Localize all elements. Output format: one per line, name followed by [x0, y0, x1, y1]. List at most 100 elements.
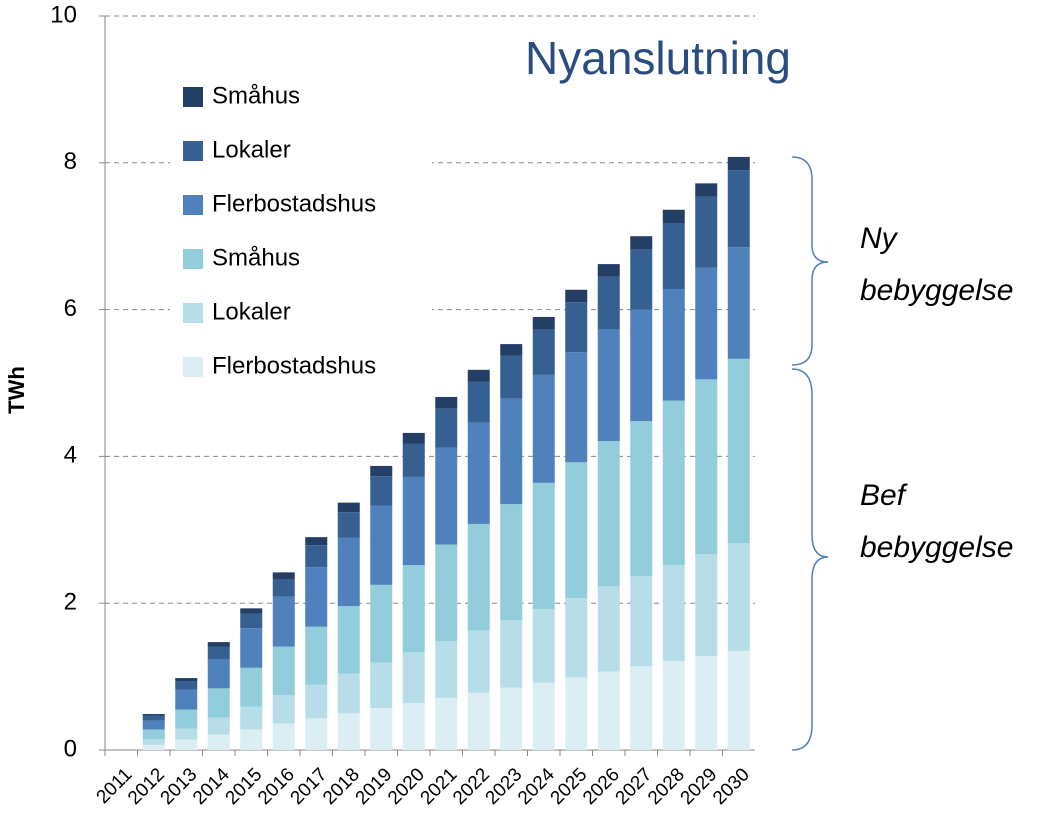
bar-segment [175, 739, 198, 750]
bar-segment [467, 692, 490, 750]
bar-segment [175, 709, 198, 729]
bar-segment [532, 316, 555, 330]
bar-segment [240, 706, 263, 730]
x-tick-label: 2027 [612, 764, 657, 809]
bar-segment [272, 646, 295, 695]
bar-segment [240, 628, 263, 668]
bar-segment [142, 744, 165, 750]
bar-segment [337, 537, 360, 607]
bar-segment [727, 543, 750, 651]
bar-segment [662, 565, 685, 662]
bar-segment [727, 247, 750, 359]
bar-segment [565, 352, 588, 463]
bar-segment [597, 329, 620, 441]
y-axis-label: TWh [4, 366, 29, 414]
bar-segment [500, 398, 523, 505]
bar-segment [207, 688, 230, 718]
brace [791, 368, 829, 751]
x-tick-label: 2023 [482, 764, 527, 809]
annotation: Bef [860, 479, 908, 512]
bar-segment [305, 567, 328, 627]
bar-segment [727, 156, 750, 171]
bar-segment [337, 673, 360, 714]
bar-segment [370, 662, 393, 709]
x-tick-label: 2030 [709, 764, 754, 809]
legend-swatch [183, 195, 203, 215]
bar-segment [727, 358, 750, 544]
bar-segment [305, 718, 328, 750]
brace [791, 156, 829, 366]
bar-segment [695, 267, 718, 380]
bar-segment [435, 408, 458, 448]
bar-segment [467, 630, 490, 693]
bar-segment [727, 650, 750, 750]
bar-segment [630, 421, 653, 577]
bar-segment [565, 598, 588, 678]
bar-segment [467, 369, 490, 382]
legend-swatch [183, 141, 203, 161]
legend-label: Lokaler [212, 136, 291, 163]
bar-segment [597, 264, 620, 277]
x-tick-label: 2016 [254, 764, 299, 809]
bar-segment [142, 720, 165, 730]
bar-segment [142, 738, 165, 745]
bar-segment [662, 400, 685, 566]
y-tick-label: 10 [50, 1, 77, 28]
y-tick-label: 0 [64, 735, 77, 762]
bar-segment [337, 502, 360, 513]
bar-segment [565, 677, 588, 750]
bar-segment [370, 476, 393, 506]
bar-segment [175, 728, 198, 740]
bar-segment [240, 729, 263, 750]
bar-segment [240, 608, 263, 614]
x-tick-label: 2014 [189, 764, 234, 809]
bar-segment [305, 545, 328, 568]
bar-segment [435, 447, 458, 545]
bar-segment [662, 209, 685, 223]
bar-segment [597, 671, 620, 750]
x-tick-label: 2021 [417, 764, 462, 809]
y-tick-label: 4 [64, 442, 77, 469]
bar-segment [695, 196, 718, 268]
bar-segment [565, 289, 588, 303]
legend-label: Småhus [212, 244, 300, 271]
bar-segment [402, 476, 425, 566]
annotation: bebyggelse [860, 274, 1013, 307]
bar-segment [370, 465, 393, 477]
bar-segment [240, 667, 263, 707]
annotation: bebyggelse [860, 531, 1013, 564]
bar-segment [630, 666, 653, 750]
bar-segment [207, 642, 230, 647]
bar-segment [532, 609, 555, 683]
bar-segment [500, 504, 523, 621]
bar-segment [272, 578, 295, 597]
bar-segment [142, 729, 165, 739]
bar-segment [272, 572, 295, 579]
bar-segment [142, 715, 165, 721]
x-tick-label: 2025 [547, 764, 592, 809]
bar-segment [207, 646, 230, 659]
bar-segment [402, 432, 425, 444]
bar-segment [467, 523, 490, 631]
bar-segment [695, 183, 718, 197]
bar-segment [695, 554, 718, 657]
legend-swatch [183, 249, 203, 269]
bar-segment [500, 687, 523, 750]
x-tick-label: 2018 [319, 764, 364, 809]
bar-segment [207, 734, 230, 750]
x-tick-label: 2015 [222, 764, 267, 809]
x-tick-label: 2020 [384, 764, 429, 809]
bar-segment [370, 584, 393, 663]
x-tick-label: 2024 [514, 764, 559, 809]
bar-segment [467, 381, 490, 423]
y-tick-label: 8 [64, 148, 77, 175]
annotation: Ny [860, 222, 899, 255]
bar-segment [435, 641, 458, 698]
bar-segment [305, 626, 328, 685]
x-tick-label: 2013 [157, 764, 202, 809]
bar-segment [467, 422, 490, 524]
x-tick-label: 2022 [449, 764, 494, 809]
bar-segment [597, 276, 620, 330]
bar-segment [142, 714, 165, 716]
